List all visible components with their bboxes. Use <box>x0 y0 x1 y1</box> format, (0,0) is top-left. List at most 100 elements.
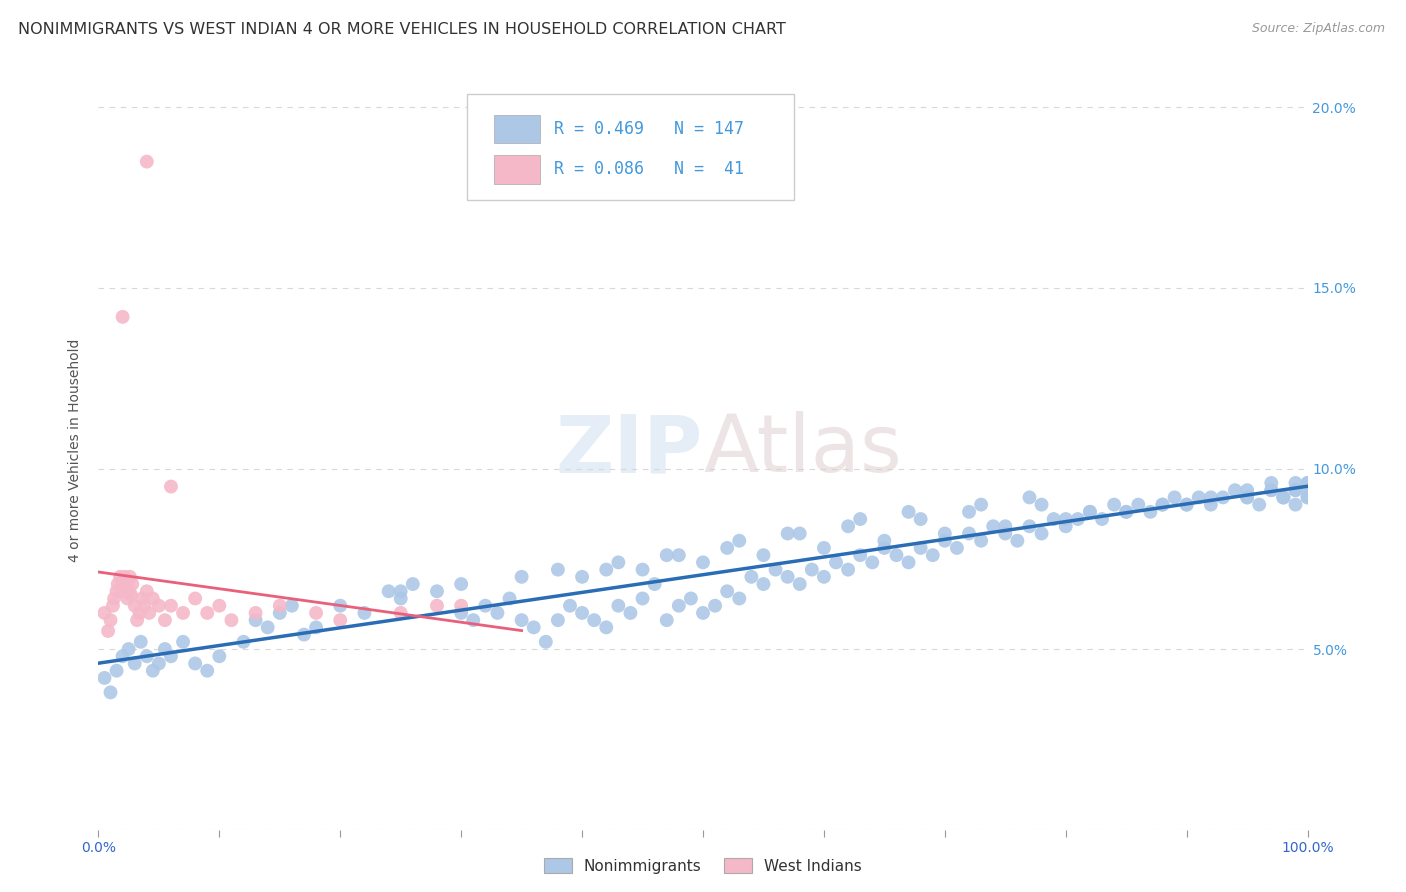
Point <box>970 498 993 512</box>
Point <box>837 519 859 533</box>
Point <box>607 599 630 613</box>
Point <box>1067 512 1090 526</box>
Point <box>148 599 170 613</box>
Point <box>474 599 496 613</box>
Point <box>740 570 762 584</box>
Text: Source: ZipAtlas.com: Source: ZipAtlas.com <box>1251 22 1385 36</box>
Point <box>1284 483 1306 498</box>
Point <box>208 599 231 613</box>
Point <box>329 599 352 613</box>
Point <box>114 570 136 584</box>
Point <box>245 613 267 627</box>
Point <box>93 606 115 620</box>
Point <box>849 512 872 526</box>
Point <box>571 606 593 620</box>
Point <box>292 627 315 641</box>
Point <box>1018 519 1040 533</box>
Point <box>305 606 328 620</box>
Point <box>873 541 896 555</box>
Point <box>118 642 141 657</box>
Point <box>523 620 546 634</box>
Point <box>619 606 641 620</box>
Point <box>221 613 243 627</box>
Point <box>138 606 160 620</box>
Point <box>1296 475 1319 490</box>
Point <box>111 649 134 664</box>
Point <box>124 657 146 671</box>
Point <box>957 505 980 519</box>
Point <box>128 606 150 620</box>
Point <box>184 657 207 671</box>
Point <box>450 599 472 613</box>
Point <box>1284 483 1306 498</box>
Point <box>121 577 143 591</box>
Point <box>97 624 120 638</box>
Point <box>1236 491 1258 505</box>
Legend: Nonimmigrants, West Indians: Nonimmigrants, West Indians <box>538 852 868 880</box>
Point <box>776 570 799 584</box>
Point <box>1078 505 1101 519</box>
Point <box>111 577 134 591</box>
Point <box>728 533 751 548</box>
Point <box>595 563 617 577</box>
Point <box>1296 491 1319 505</box>
Point <box>873 533 896 548</box>
Point <box>124 599 146 613</box>
Point <box>728 591 751 606</box>
Point <box>498 591 520 606</box>
Point <box>583 613 606 627</box>
Point <box>1272 491 1295 505</box>
Point <box>1152 498 1174 512</box>
Text: ZIP: ZIP <box>555 411 703 490</box>
Point <box>1236 483 1258 498</box>
Point <box>1284 498 1306 512</box>
Point <box>692 606 714 620</box>
Point <box>120 588 142 602</box>
Point <box>704 599 727 613</box>
Point <box>1139 505 1161 519</box>
Point <box>534 635 557 649</box>
Point <box>668 599 690 613</box>
Point <box>910 541 932 555</box>
Point <box>245 606 267 620</box>
Point <box>1031 526 1053 541</box>
Point <box>129 635 152 649</box>
Point <box>1272 491 1295 505</box>
Point <box>981 519 1004 533</box>
Point <box>1199 491 1222 505</box>
Point <box>789 526 811 541</box>
Point <box>1296 491 1319 505</box>
Point <box>100 613 122 627</box>
Point <box>118 570 141 584</box>
Point <box>547 613 569 627</box>
Point <box>195 664 218 678</box>
Point <box>860 555 883 569</box>
Point <box>232 635 254 649</box>
Point <box>1260 483 1282 498</box>
Point <box>1199 498 1222 512</box>
Point <box>994 526 1017 541</box>
Point <box>1296 483 1319 498</box>
Point <box>595 620 617 634</box>
Point <box>934 526 956 541</box>
Point <box>1188 491 1211 505</box>
Point <box>172 635 194 649</box>
Point <box>463 613 485 627</box>
Point <box>115 577 138 591</box>
Point <box>994 519 1017 533</box>
Point <box>510 613 533 627</box>
Point <box>934 533 956 548</box>
Y-axis label: 4 or more Vehicles in Household: 4 or more Vehicles in Household <box>69 339 83 562</box>
Point <box>281 599 304 613</box>
Point <box>849 548 872 562</box>
Point <box>1236 491 1258 505</box>
Point <box>153 613 176 627</box>
Point <box>1212 491 1234 505</box>
Point <box>269 606 291 620</box>
Point <box>558 599 581 613</box>
Point <box>160 599 183 613</box>
Point <box>957 526 980 541</box>
Point <box>1223 483 1246 498</box>
Point <box>655 613 678 627</box>
Point <box>1260 475 1282 490</box>
